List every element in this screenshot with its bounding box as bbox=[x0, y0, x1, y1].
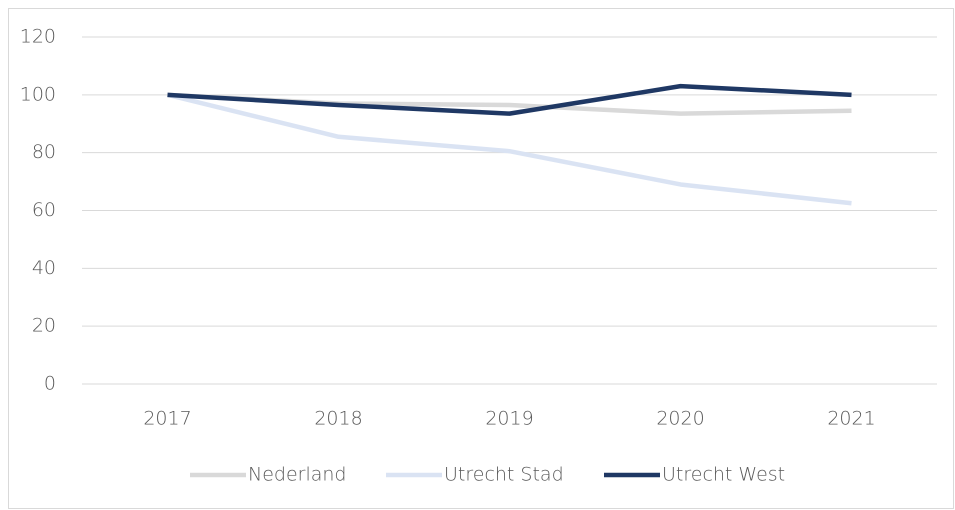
y-tick-label: 60 bbox=[32, 199, 56, 221]
y-tick-label: 40 bbox=[32, 257, 56, 279]
legend-label: Nederland bbox=[248, 464, 347, 486]
legend-label: Utrecht West bbox=[662, 464, 785, 486]
series-line bbox=[167, 83, 852, 116]
y-tick-label: 0 bbox=[44, 373, 56, 395]
x-tick-label: 2020 bbox=[656, 408, 704, 430]
chart-border bbox=[8, 8, 954, 509]
x-tick-label: 2019 bbox=[485, 408, 533, 430]
y-tick-label: 20 bbox=[32, 315, 56, 337]
y-tick-label: 80 bbox=[32, 141, 56, 163]
y-tick-label: 120 bbox=[20, 26, 56, 48]
x-tick-label: 2017 bbox=[143, 408, 191, 430]
y-tick-label: 100 bbox=[20, 83, 56, 105]
x-tick-label: 2021 bbox=[827, 408, 875, 430]
series-line bbox=[166, 92, 852, 206]
legend-label: Utrecht Stad bbox=[444, 464, 564, 486]
x-tick-label: 2018 bbox=[314, 408, 362, 430]
